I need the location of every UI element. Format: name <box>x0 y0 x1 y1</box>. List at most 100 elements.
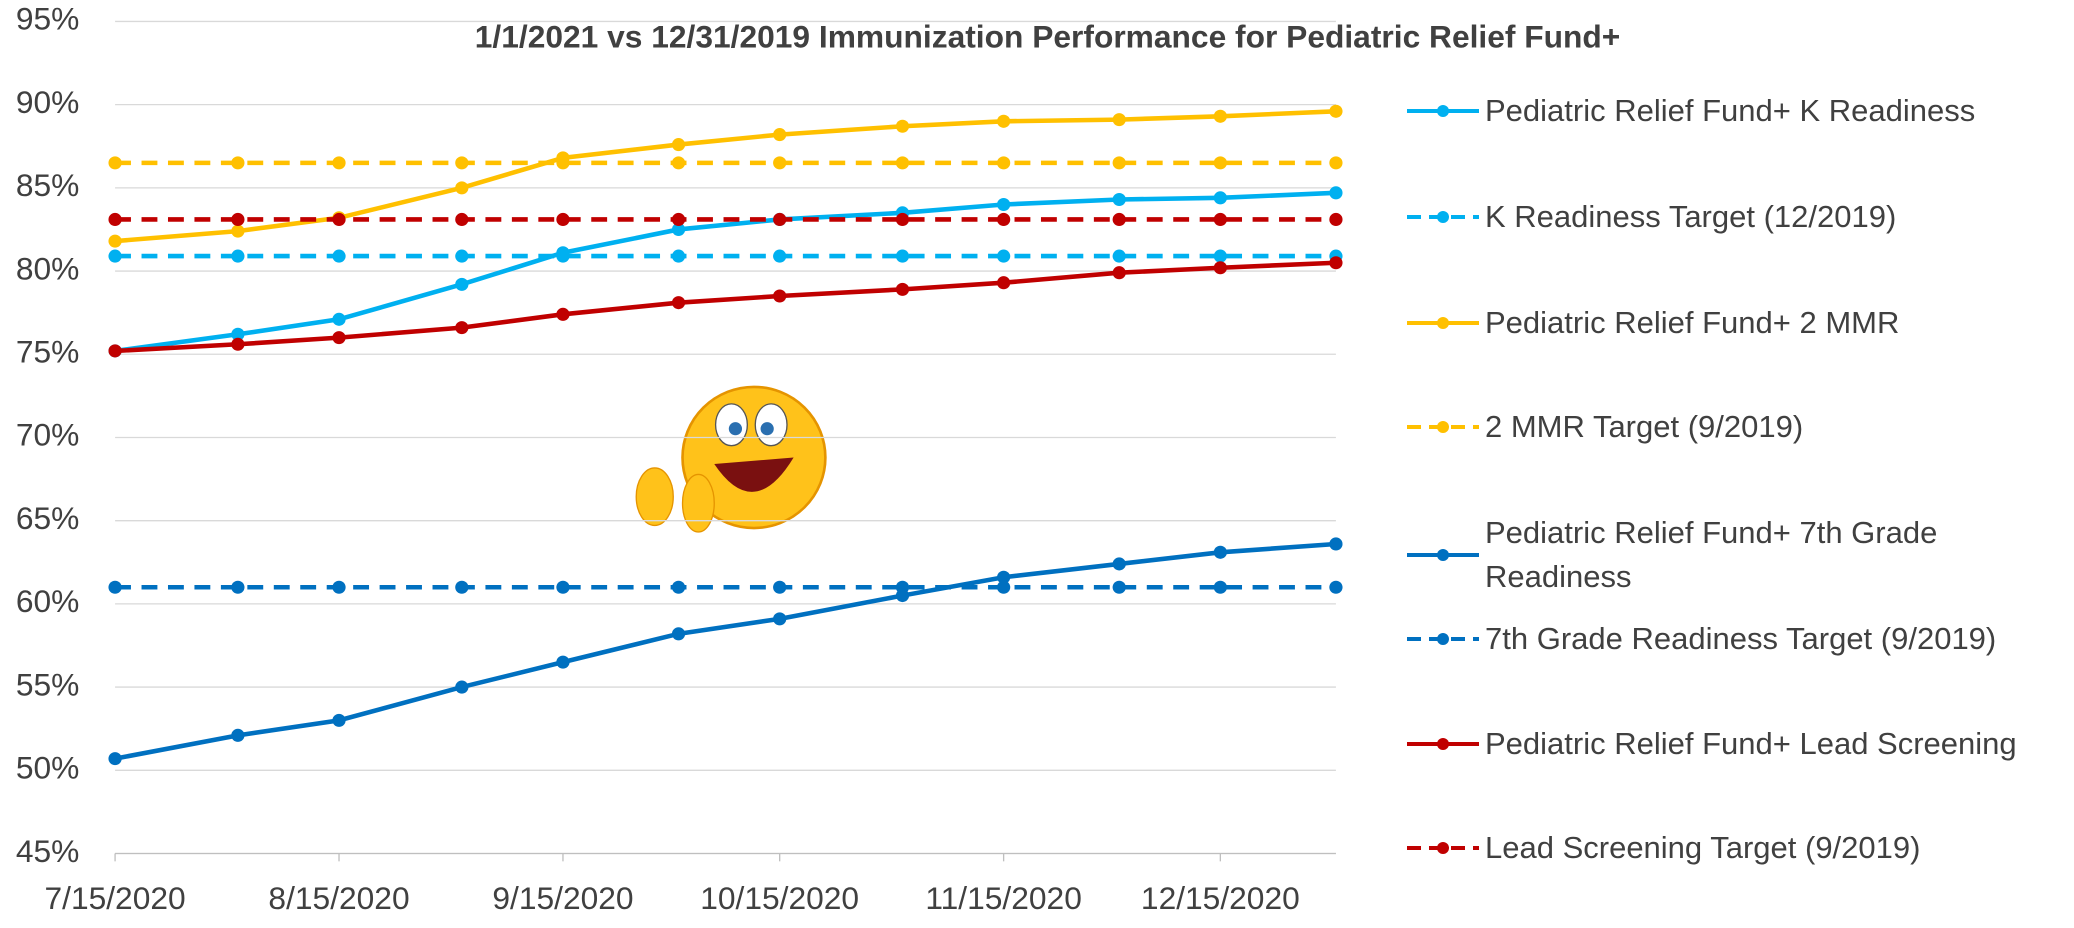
data-point <box>672 250 685 263</box>
data-point <box>108 156 121 169</box>
data-point <box>997 115 1010 128</box>
data-point <box>672 213 685 226</box>
data-point <box>997 581 1010 594</box>
data-point <box>1113 113 1126 126</box>
legend-item: 7th Grade Readiness Target (9/2019) <box>1405 617 2055 661</box>
data-point <box>1329 256 1342 269</box>
data-point <box>672 296 685 309</box>
data-point <box>1214 261 1227 274</box>
legend-item: 2 MMR Target (9/2019) <box>1405 405 2055 449</box>
y-tick-label: 80% <box>16 251 80 287</box>
legend-label: 2 MMR Target (9/2019) <box>1485 405 2055 449</box>
data-point <box>1113 193 1126 206</box>
data-point <box>1113 250 1126 263</box>
data-point <box>455 156 468 169</box>
data-point <box>455 250 468 263</box>
legend-swatch <box>1405 313 1485 333</box>
legend-swatch <box>1405 545 1485 565</box>
legend-label: Pediatric Relief Fund+ K Readiness <box>1485 89 2055 133</box>
data-point <box>1329 186 1342 199</box>
data-point <box>1113 156 1126 169</box>
data-point <box>896 250 909 263</box>
data-point <box>1329 213 1342 226</box>
data-point <box>773 289 786 302</box>
data-point <box>1214 191 1227 204</box>
data-point <box>231 729 244 742</box>
legend-swatch <box>1405 101 1485 121</box>
data-point <box>332 331 345 344</box>
data-point <box>896 120 909 133</box>
data-point <box>455 278 468 291</box>
data-point <box>1113 213 1126 226</box>
legend-item: Pediatric Relief Fund+ K Readiness <box>1405 89 2055 133</box>
legend-swatch <box>1405 838 1485 858</box>
data-point <box>1214 250 1227 263</box>
data-point <box>773 612 786 625</box>
data-point <box>672 581 685 594</box>
legend-item: Pediatric Relief Fund+ 2 MMR <box>1405 301 2055 345</box>
legend-label: Pediatric Relief Fund+ 2 MMR <box>1485 301 2055 345</box>
legend: Pediatric Relief Fund+ K Readiness K Read… <box>1405 0 2070 928</box>
data-point <box>455 681 468 694</box>
data-point <box>1214 581 1227 594</box>
data-point <box>672 627 685 640</box>
data-point <box>1113 581 1126 594</box>
data-point <box>455 581 468 594</box>
data-point <box>1329 581 1342 594</box>
x-tick-label: 9/15/2020 <box>492 880 633 916</box>
data-point <box>231 213 244 226</box>
data-point <box>108 344 121 357</box>
series <box>108 581 1342 594</box>
data-point <box>1329 537 1342 550</box>
legend-label: Pediatric Relief Fund+ 7th Grade Readine… <box>1485 511 2055 599</box>
data-point <box>231 225 244 238</box>
data-point <box>231 338 244 351</box>
x-tick-label: 11/15/2020 <box>925 880 1081 916</box>
series <box>108 537 1342 765</box>
data-point <box>1113 266 1126 279</box>
data-point <box>231 581 244 594</box>
data-point <box>332 213 345 226</box>
data-point <box>672 138 685 151</box>
series-line <box>115 263 1336 351</box>
data-point <box>1113 557 1126 570</box>
legend-swatch <box>1405 207 1485 227</box>
data-point <box>231 156 244 169</box>
data-point <box>332 714 345 727</box>
chart: 1/1/2021 vs 12/31/2019 Immunization Perf… <box>0 0 2074 928</box>
y-tick-label: 65% <box>16 500 80 536</box>
data-point <box>773 213 786 226</box>
data-point <box>896 156 909 169</box>
data-point <box>108 235 121 248</box>
data-point <box>108 213 121 226</box>
data-point <box>108 752 121 765</box>
legend-label: 7th Grade Readiness Target (9/2019) <box>1485 617 2055 661</box>
series-line <box>115 544 1336 759</box>
data-point <box>332 581 345 594</box>
legend-label: K Readiness Target (12/2019) <box>1485 195 2055 239</box>
data-point <box>231 250 244 263</box>
data-point <box>997 213 1010 226</box>
data-point <box>1214 213 1227 226</box>
data-point <box>773 581 786 594</box>
data-point <box>896 283 909 296</box>
x-tick-label: 12/15/2020 <box>1141 880 1300 916</box>
y-tick-label: 55% <box>16 667 80 703</box>
data-point <box>1214 110 1227 123</box>
data-point <box>1214 156 1227 169</box>
data-point <box>1214 546 1227 559</box>
x-tick-label: 8/15/2020 <box>268 880 409 916</box>
data-point <box>556 156 569 169</box>
y-tick-label: 75% <box>16 334 80 370</box>
legend-label: Pediatric Relief Fund+ Lead Screening <box>1485 722 2055 766</box>
legend-item: K Readiness Target (12/2019) <box>1405 195 2055 239</box>
x-tick-label: 10/15/2020 <box>700 880 859 916</box>
series <box>108 156 1342 169</box>
legend-item: Pediatric Relief Fund+ Lead Screening <box>1405 722 2055 766</box>
data-point <box>455 321 468 334</box>
data-point <box>332 250 345 263</box>
y-tick-label: 95% <box>16 1 80 37</box>
data-point <box>455 213 468 226</box>
data-point <box>773 250 786 263</box>
data-point <box>997 276 1010 289</box>
